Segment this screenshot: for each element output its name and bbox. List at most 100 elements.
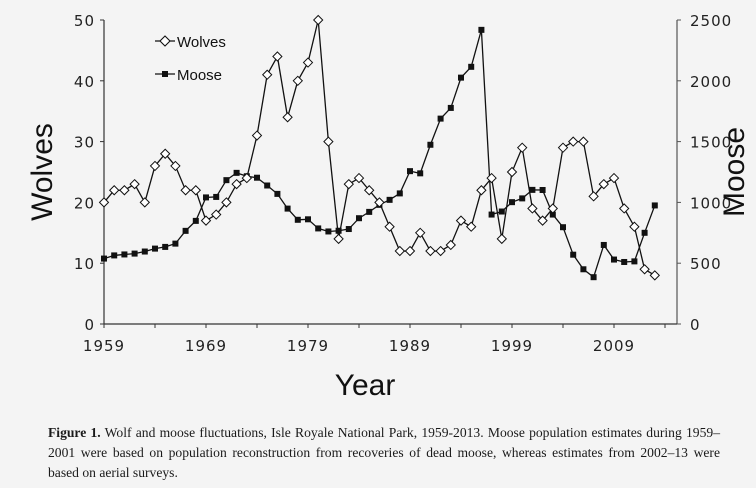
x-tick-label: 1989 [389, 337, 431, 355]
wolves-data-point [516, 142, 528, 153]
moose-data-point [437, 115, 444, 122]
moose-data-point [325, 228, 332, 235]
wolves-data-point [221, 197, 232, 208]
moose-data-point [172, 240, 179, 247]
x-tick-label: 1959 [83, 337, 125, 355]
legend-moose-label: Moose [177, 67, 222, 84]
wolves-data-point [200, 215, 212, 226]
wolves-data-point [312, 14, 324, 26]
wolves-data-point [323, 136, 334, 147]
y-left-tick-label: 10 [74, 255, 95, 273]
wolves-data-point [476, 185, 487, 196]
wolves-data-point [455, 215, 467, 226]
y-right-tick-label: 2500 [690, 12, 732, 30]
moose-data-point [509, 199, 515, 206]
legend-moose-marker-icon [162, 71, 168, 77]
moose-series [101, 26, 658, 281]
wolves-data-point [302, 57, 314, 68]
moose-data-point [203, 194, 209, 201]
wolves-data-point [404, 245, 416, 257]
wolves-data-point [180, 185, 191, 196]
moose-data-point [611, 256, 617, 263]
wolves-data-point [139, 197, 151, 208]
moose-data-point [162, 243, 169, 250]
moose-data-point [478, 26, 485, 33]
wolves-data-point [578, 136, 589, 147]
y-right-tick-label: 1500 [690, 134, 732, 152]
moose-data-point [580, 266, 587, 273]
moose-data-point [631, 258, 638, 265]
y-left-tick-label: 20 [74, 194, 95, 212]
moose-data-point [284, 205, 291, 212]
wolves-data-point [465, 221, 477, 232]
wolves-data-point [251, 130, 263, 141]
wolves-data-point [374, 197, 385, 208]
wolves-data-point [384, 221, 395, 232]
moose-data-point [356, 215, 362, 222]
wolves-data-point [618, 203, 630, 214]
y-right-axis-title: Moose [718, 127, 751, 217]
wolves-data-point [567, 136, 579, 147]
wolves-data-point [608, 172, 620, 184]
moose-data-point [141, 248, 148, 255]
wolves-data-point [159, 148, 171, 159]
moose-data-point [345, 226, 352, 233]
moose-data-point [488, 211, 495, 218]
wolves-data-point [445, 239, 457, 251]
moose-data-point [305, 216, 311, 223]
y-left-tick-label: 0 [84, 316, 95, 334]
wolves-data-point [496, 233, 508, 245]
wolves-data-point [343, 178, 355, 190]
moose-data-point [274, 190, 281, 197]
moose-data-point [396, 190, 403, 197]
moose-data-point [641, 229, 648, 236]
figure-caption: Figure 1. Wolf and moose fluctuations, I… [48, 423, 720, 483]
y-right-tick-label: 2000 [690, 73, 732, 91]
moose-data-point [101, 255, 107, 262]
moose-data-point [651, 202, 658, 209]
wolves-data-point [537, 215, 548, 226]
wolves-data-point [231, 178, 242, 190]
x-tick-label: 2009 [593, 337, 635, 355]
moose-data-point [458, 74, 464, 81]
moose-data-point [498, 208, 505, 215]
moose-data-point [254, 174, 260, 181]
wolves-data-point [394, 245, 406, 257]
x-tick-label: 1999 [491, 337, 533, 355]
moose-data-point [386, 196, 393, 203]
moose-data-point [529, 186, 536, 193]
wolves-data-point [353, 172, 365, 184]
moose-data-point [111, 252, 118, 259]
moose-data-point [223, 177, 230, 184]
moose-data-point [560, 224, 566, 231]
wolves-data-point [557, 142, 569, 153]
moose-data-point [427, 141, 434, 148]
wolves-series [98, 14, 661, 281]
moose-data-point [407, 168, 413, 175]
wolves-data-point [435, 245, 446, 257]
wolves-data-point [261, 69, 273, 80]
wolves-data-point [363, 185, 375, 196]
y-left-tick-label: 30 [74, 134, 95, 152]
moose-data-point [447, 104, 454, 111]
y-right-tick-label: 1000 [690, 194, 732, 212]
wolves-data-point [108, 185, 120, 196]
wolves-data-point [282, 112, 293, 123]
legend-wolves-label: Wolves [177, 34, 226, 51]
y-left-tick-label: 40 [74, 73, 95, 91]
moose-data-point [519, 195, 526, 202]
moose-data-point [233, 169, 240, 176]
moose-data-point [539, 186, 546, 193]
caption-label: Figure 1. [48, 425, 101, 440]
wolves-data-point [98, 197, 110, 208]
wolves-data-point [506, 166, 518, 178]
moose-data-point [335, 227, 342, 234]
legend: Wolves Moose [155, 34, 226, 84]
wolves-data-point [292, 75, 304, 87]
moose-data-point [264, 182, 271, 189]
x-tick-label: 1969 [185, 337, 227, 355]
moose-data-point [366, 208, 373, 215]
moose-data-point [152, 245, 158, 252]
